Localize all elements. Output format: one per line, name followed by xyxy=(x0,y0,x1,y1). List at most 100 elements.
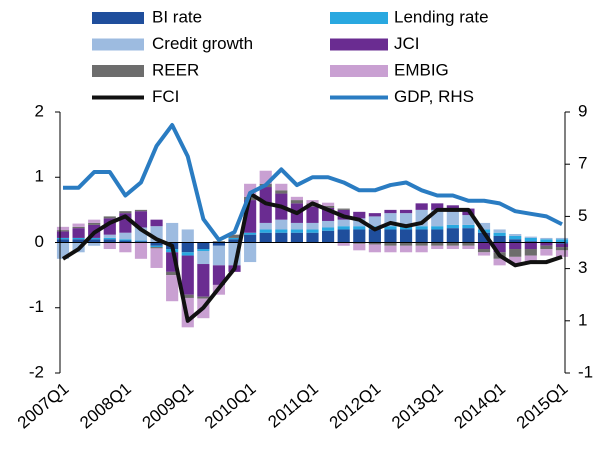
bar xyxy=(56,230,70,232)
legend-swatch xyxy=(330,65,388,77)
bar xyxy=(555,239,569,243)
bar xyxy=(509,249,522,257)
bar xyxy=(493,242,506,253)
bar xyxy=(446,242,459,246)
bar xyxy=(399,213,413,227)
bar xyxy=(197,249,210,251)
bar xyxy=(181,229,194,243)
y-tick-label: -2 xyxy=(29,362,44,381)
bar xyxy=(399,229,413,243)
line-series xyxy=(63,123,563,242)
bar xyxy=(384,209,397,214)
bar xyxy=(88,237,101,240)
bar xyxy=(384,245,397,253)
bar xyxy=(337,229,350,243)
bar xyxy=(275,190,288,194)
bar xyxy=(384,242,397,246)
bar xyxy=(446,211,459,225)
legend-label: GDP, RHS xyxy=(394,87,474,106)
bar xyxy=(150,219,163,227)
bar xyxy=(493,232,506,236)
bar xyxy=(275,219,288,230)
bar xyxy=(353,229,366,243)
bar xyxy=(477,232,491,243)
bar xyxy=(337,226,350,230)
bar xyxy=(166,275,179,302)
bar xyxy=(212,245,226,266)
bar xyxy=(72,223,85,227)
bar xyxy=(462,224,475,229)
bar xyxy=(103,242,116,250)
bar xyxy=(134,240,148,242)
bar xyxy=(212,265,226,285)
bar xyxy=(103,216,116,219)
bar xyxy=(524,241,537,243)
bar xyxy=(446,224,459,229)
bar xyxy=(212,242,226,246)
bar xyxy=(290,196,303,201)
bar xyxy=(56,237,70,240)
bar xyxy=(181,294,194,298)
legend-label: BI rate xyxy=(152,7,202,26)
bar xyxy=(88,239,101,243)
bar xyxy=(322,202,335,206)
bar xyxy=(477,222,491,230)
bar xyxy=(524,242,537,250)
bar xyxy=(88,219,101,223)
bar xyxy=(244,234,257,243)
y-tick-label: 0 xyxy=(35,232,44,251)
bar xyxy=(555,243,569,248)
bar xyxy=(197,264,210,297)
bar xyxy=(540,245,553,250)
bar xyxy=(56,226,70,231)
bar xyxy=(290,229,303,233)
y2-tick-label: 9 xyxy=(578,101,587,120)
bar xyxy=(368,216,381,227)
bar xyxy=(72,226,85,229)
bar xyxy=(306,206,319,223)
legend-swatch xyxy=(92,65,144,77)
x-tick-label: 2014Q1 xyxy=(451,379,510,432)
bar xyxy=(134,241,148,243)
legend-label: FCI xyxy=(152,87,179,106)
legend-swatch xyxy=(92,38,144,51)
bar xyxy=(493,235,506,243)
bar xyxy=(134,211,148,228)
bar xyxy=(306,229,319,233)
bar xyxy=(322,205,335,208)
bar xyxy=(431,229,444,243)
x-tick-label: 2012Q1 xyxy=(326,379,385,432)
bar xyxy=(509,235,522,240)
bar xyxy=(368,229,381,243)
bar xyxy=(524,255,537,263)
bar xyxy=(524,249,537,256)
bar xyxy=(384,229,397,243)
legend-label: Credit growth xyxy=(152,34,253,53)
bar xyxy=(384,226,397,230)
bar xyxy=(399,209,413,214)
bar xyxy=(119,240,132,243)
bar xyxy=(166,222,179,243)
y2-tick-label: 5 xyxy=(578,206,587,225)
bar xyxy=(322,227,335,231)
y2-tick-label: -1 xyxy=(578,362,593,381)
bar xyxy=(337,242,350,246)
bar xyxy=(431,245,444,250)
legend-label: REER xyxy=(152,60,199,79)
bar xyxy=(244,232,257,235)
bar xyxy=(322,230,335,243)
bar xyxy=(150,245,163,248)
bar xyxy=(103,237,116,240)
bar xyxy=(150,242,163,246)
y2-tick-label: 3 xyxy=(578,258,587,277)
bar xyxy=(181,242,194,253)
bar xyxy=(540,239,553,243)
bar xyxy=(524,237,537,242)
x-tick-label: 2007Q1 xyxy=(14,379,73,432)
bar xyxy=(228,237,241,240)
bar xyxy=(509,239,522,243)
bar xyxy=(290,232,303,243)
bar xyxy=(493,258,506,266)
bar xyxy=(119,211,132,214)
